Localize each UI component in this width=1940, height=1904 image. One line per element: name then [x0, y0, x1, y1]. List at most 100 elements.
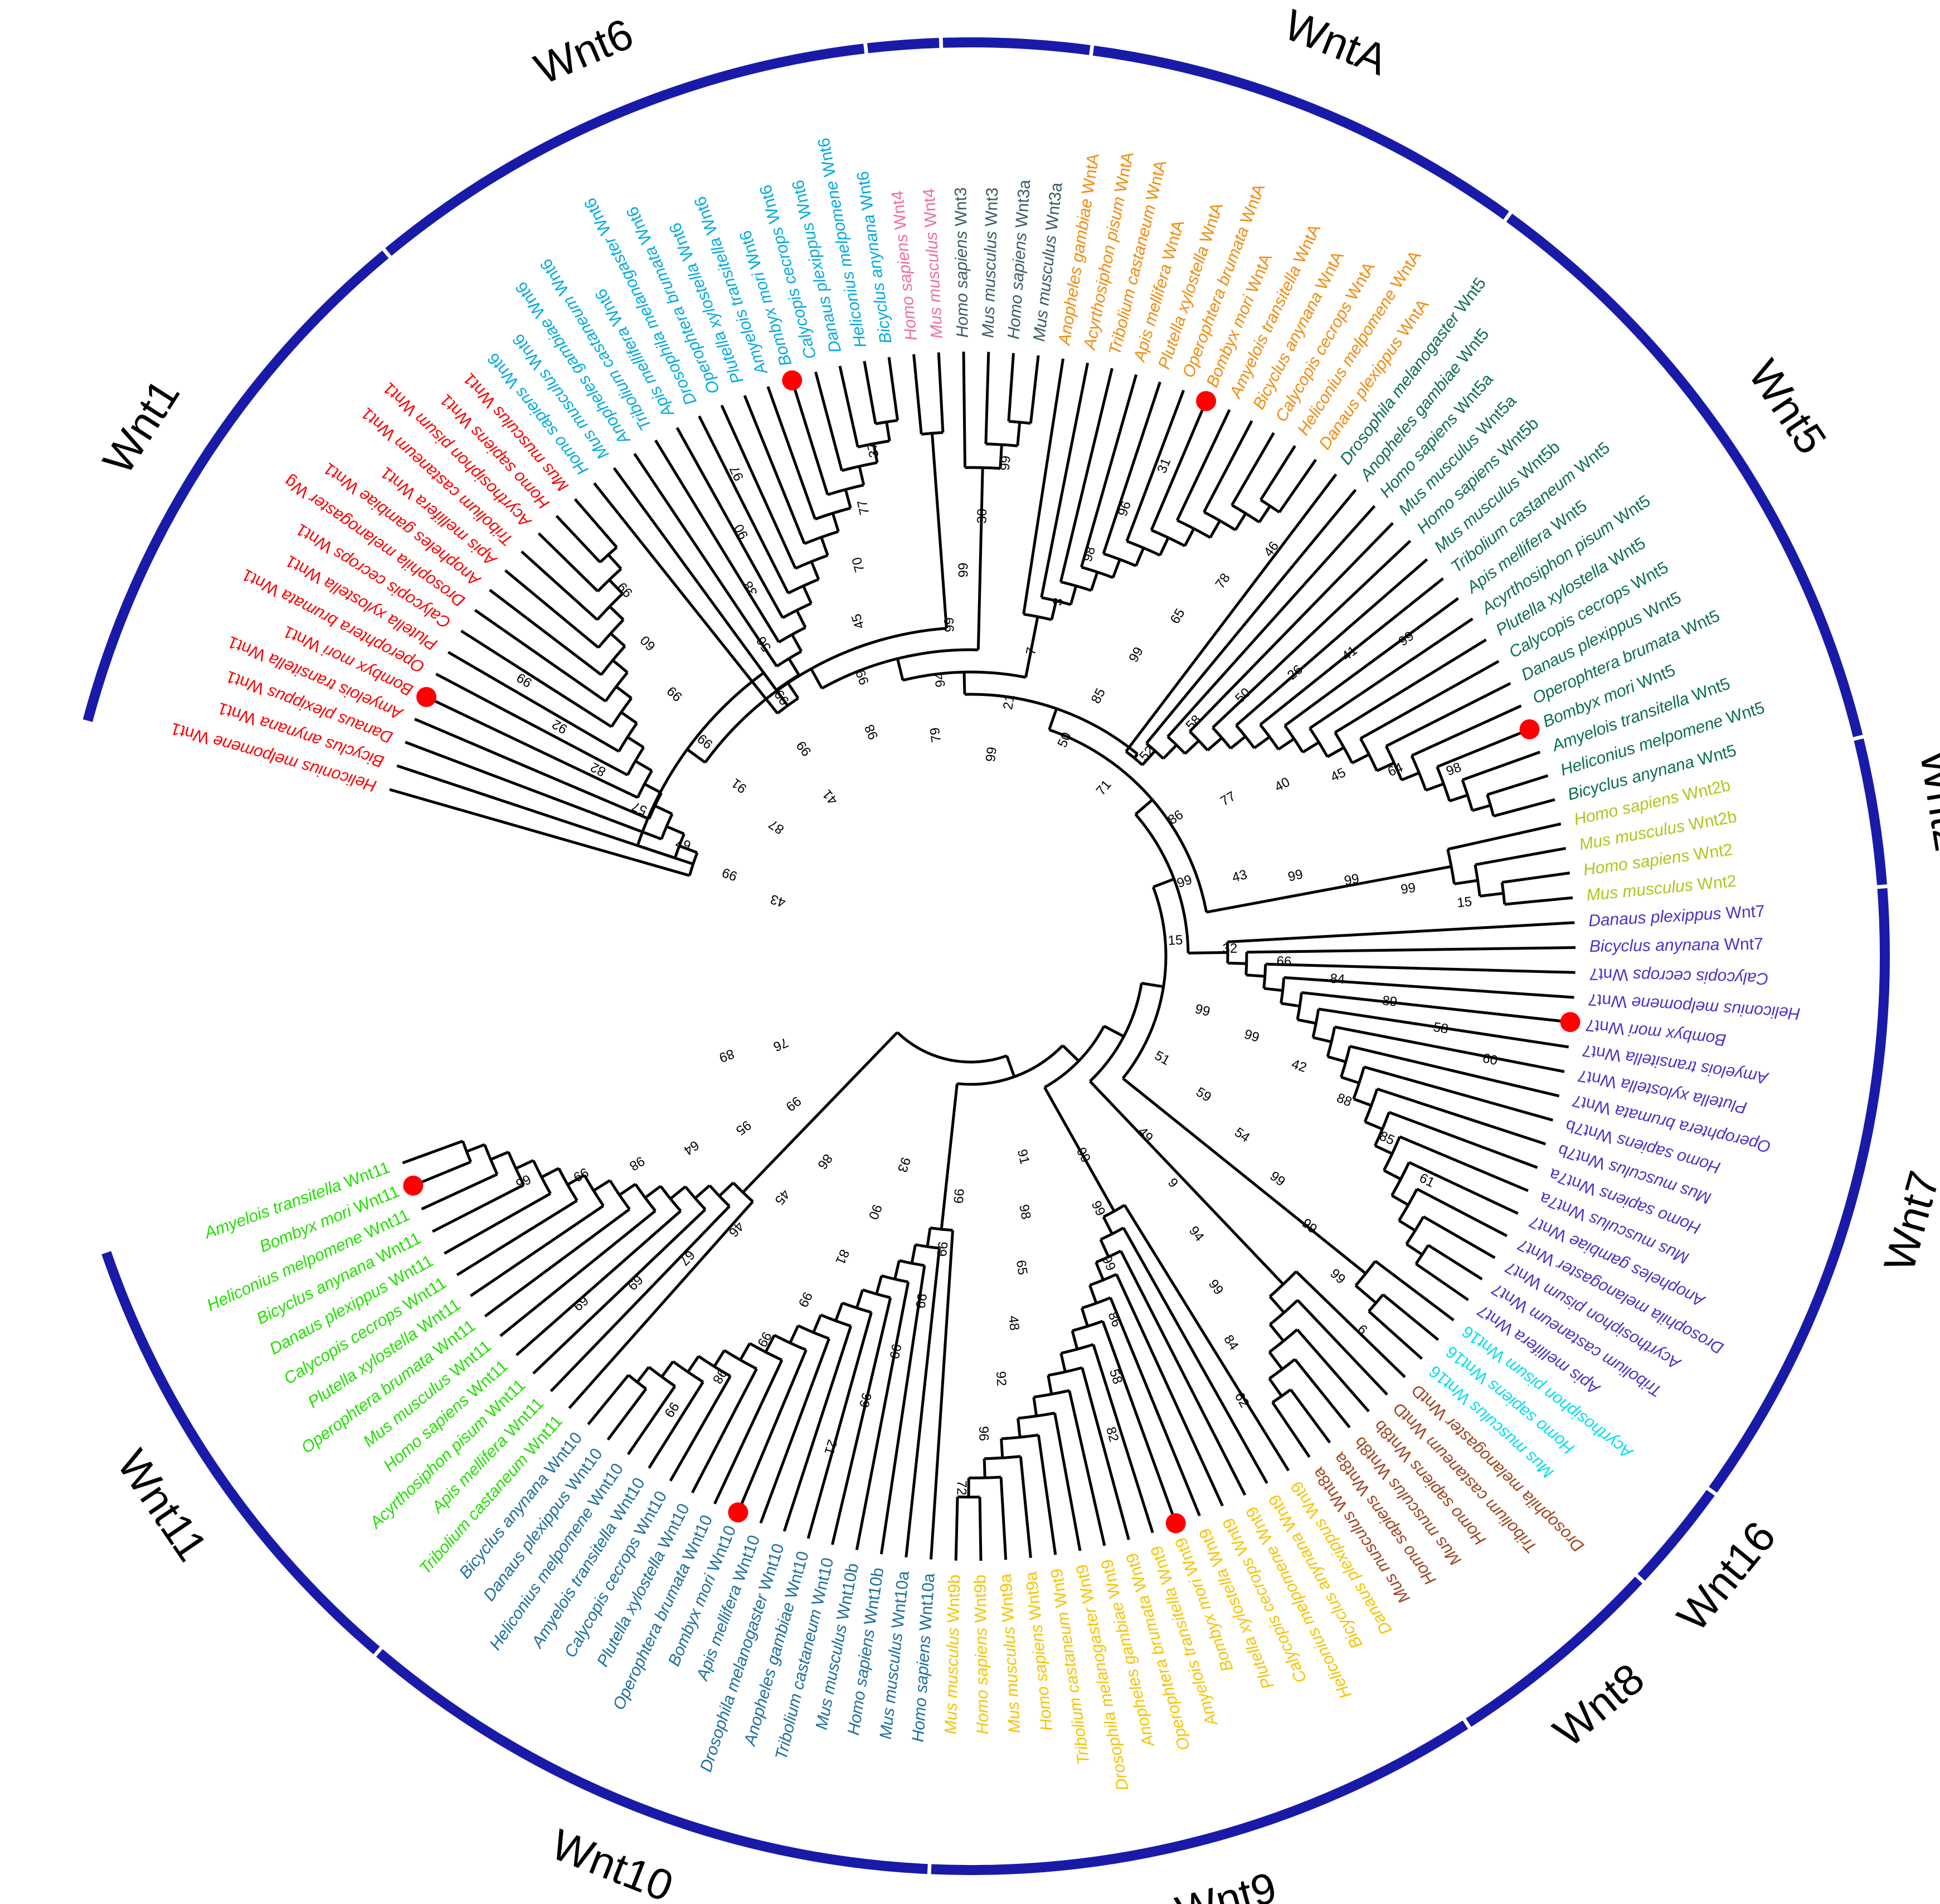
bootstrap-value: 84	[1329, 971, 1345, 987]
tree-branch	[875, 418, 898, 426]
clade-label: WntA	[1278, 0, 1395, 85]
tree-branch	[620, 711, 638, 724]
bootstrap-value: 88	[1335, 1090, 1354, 1110]
bootstrap-value: 78	[1213, 571, 1233, 591]
tree-branch	[1081, 566, 1114, 579]
tree-branch	[1080, 1307, 1089, 1327]
leaf-gene: Wnt10b	[860, 1566, 887, 1630]
tree-branch	[1309, 617, 1474, 729]
leaf-gene: Wnt6	[512, 279, 551, 325]
tree-branch	[1253, 736, 1271, 749]
tree-branch	[1411, 704, 1522, 757]
tree-branch	[855, 1289, 864, 1309]
tree-branch	[541, 1167, 560, 1179]
tree-branch	[1368, 1310, 1390, 1331]
bootstrap-value: 99	[983, 746, 1000, 763]
clade-label: Wnt11	[108, 1441, 217, 1570]
bootstrap-value: 99	[1343, 871, 1360, 888]
tree-branch	[612, 467, 778, 691]
tree-branch	[713, 1350, 726, 1367]
bootstrap-value: 43	[769, 892, 787, 910]
tree-branch	[790, 378, 829, 495]
leaf-gene: Wnt7	[1719, 935, 1763, 954]
tree-branch	[893, 1260, 901, 1280]
bootstrap-value: 46	[726, 1219, 747, 1240]
tree-branch	[1053, 1413, 1082, 1551]
bootstrap-value: 45	[772, 1186, 793, 1207]
tree-branch	[720, 405, 797, 569]
leaf-species: Homo sapiens	[1582, 846, 1690, 879]
tree-branch	[669, 1185, 687, 1200]
tree-branch	[1340, 1075, 1360, 1084]
tree-branch	[603, 532, 618, 548]
tree-branch	[1449, 793, 1469, 802]
bootstrap-value: 99	[664, 683, 685, 704]
tree-branch	[1259, 577, 1444, 726]
tree-branch	[1363, 1065, 1553, 1122]
tree-branch	[743, 395, 806, 544]
tree-branch	[1071, 1330, 1079, 1350]
leaf-gene: Wnt5	[1637, 588, 1684, 625]
tree-branch	[1283, 597, 1459, 727]
leaf-species: Mus musculus	[922, 231, 946, 339]
tree-branch	[1061, 1343, 1094, 1355]
tree-branch	[937, 352, 942, 397]
tree-branch	[1399, 1135, 1529, 1192]
clade-ring-segment	[1854, 738, 1887, 885]
tree-branch	[1134, 547, 1145, 567]
leaf-gene: Wnt5	[1448, 274, 1490, 320]
leaf-gene: Wnt6	[666, 220, 699, 267]
tree-branch	[1295, 1270, 1406, 1379]
tree-branch	[1462, 751, 1541, 781]
tree-branch	[1294, 1358, 1351, 1429]
tree-branch	[1398, 1219, 1416, 1232]
leaf-gene: Wnt7b	[1563, 1116, 1619, 1148]
tree-branch	[669, 1375, 732, 1482]
clade-ring-segment	[1637, 1489, 1715, 1581]
tree-branch	[1296, 1328, 1370, 1413]
bootstrap-value: 99	[1099, 1253, 1119, 1273]
clade-label: Wnt5	[1739, 351, 1836, 462]
bootstrap-value: 91	[1014, 1148, 1032, 1166]
tree-branch	[666, 825, 685, 835]
leaf-gene: Wnt9	[1122, 1551, 1151, 1598]
tree-branch	[774, 1333, 807, 1352]
tree-branch	[609, 605, 625, 621]
leaf-label: Mus musculus Wnt4	[920, 188, 946, 339]
bombyx-marker-dot	[1519, 719, 1540, 739]
clade-label: Wnt7	[1874, 1166, 1940, 1277]
tree-branch	[1022, 358, 1064, 615]
tree-branch	[831, 1297, 892, 1545]
tree-branch	[1354, 1260, 1377, 1287]
bootstrap-value: 69	[570, 1293, 591, 1314]
tree-branch	[1349, 1045, 1560, 1098]
tree-branch	[858, 466, 866, 485]
leaf-label: Homo sapiens Wnt4	[888, 190, 921, 342]
tree-branch	[431, 1184, 525, 1233]
tree-branch	[1115, 1273, 1224, 1507]
tree-branch	[1406, 1243, 1423, 1256]
tree-branch	[1385, 682, 1511, 748]
bootstrap-value: 46	[1261, 539, 1282, 560]
tree-branch	[1206, 865, 1452, 914]
bootstrap-value: 84	[1221, 1332, 1241, 1353]
leaf-gene: Wnt5	[1568, 439, 1613, 480]
clade-label: Wnt8	[1544, 1654, 1653, 1756]
leaf-gene: Wnt7	[1576, 1066, 1622, 1092]
tree-branch	[984, 352, 990, 444]
tree-branch	[1246, 946, 1576, 954]
tree-branch	[636, 770, 653, 798]
tree-branch	[1446, 849, 1456, 884]
bootstrap-value: 87	[766, 816, 787, 837]
tree-branch	[691, 1368, 758, 1494]
bootstrap-value: 65	[1013, 1259, 1030, 1275]
tree-branch	[999, 444, 1003, 469]
leaf-gene: Wnt1	[239, 565, 286, 602]
bootstrap-value: 99	[1400, 880, 1417, 898]
clade-ring-segment	[1709, 888, 1890, 1493]
leaf-species: Mus musculus	[1586, 876, 1694, 904]
leaf-gene: Wnt9	[1148, 1543, 1178, 1591]
tree-branch	[910, 1244, 917, 1264]
clade-label: Wnt9	[1171, 1863, 1282, 1904]
